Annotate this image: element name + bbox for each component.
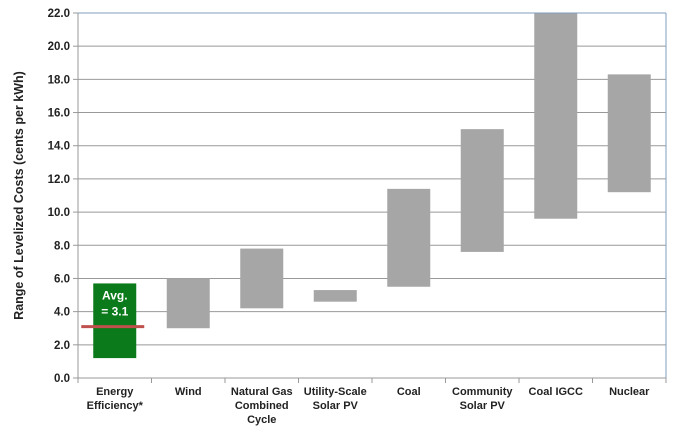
y-tick-label: 10.0 [48,207,70,219]
y-tick-label: 18.0 [48,74,70,86]
range-bar [460,129,504,252]
range-bar [240,248,284,309]
y-tick-label: 14.0 [48,141,70,153]
x-category-label: Coal [397,386,421,398]
x-category-label: Solar PV [460,400,506,412]
x-category-label: Coal IGCC [529,386,583,398]
y-tick-labels: 0.0 2.0 4.0 6.0 8.0 10.0 12.0 14.0 16.0 18.0 20.0 2… [48,8,70,385]
range-bar [166,278,210,329]
average-label: Avg. [102,288,128,302]
y-tick-label: 4.0 [54,307,70,319]
y-tick-label: 2.0 [54,340,70,352]
y-tick-label: 8.0 [54,240,70,252]
x-category-label: Efficiency* [87,400,144,412]
range-bar [313,290,357,302]
average-label: = 3.1 [101,304,128,318]
x-category-label: Community [452,386,513,398]
x-category-labels: Energy Efficiency* Wind Natural Gas Combined… [87,386,651,426]
x-category-label: Solar PV [313,400,359,412]
x-category-label: Energy [96,386,134,398]
x-category-label: Natural Gas [231,386,293,398]
axes [77,12,667,383]
y-tick-label: 0.0 [54,373,70,385]
range-bar [534,13,578,219]
x-category-label: Wind [175,386,202,398]
x-category-label: Utility-Scale [304,386,367,398]
y-tick-label: 22.0 [48,8,70,20]
x-category-label: Combined [235,400,289,412]
average-marker-group: Avg. = 3.1 [81,288,145,329]
range-bars [93,13,651,359]
range-bar [93,283,137,359]
y-tick-label: 12.0 [48,174,70,186]
y-tick-label: 20.0 [48,41,70,53]
range-bar [607,74,651,193]
x-category-label: Cycle [247,414,276,426]
x-category-label: Nuclear [609,386,650,398]
y-tick-label: 16.0 [48,108,70,120]
y-tick-label: 6.0 [54,273,70,285]
y-axis-title: Range of Levelized Costs (cents per kWh) [12,71,26,320]
range-bar [387,188,431,287]
